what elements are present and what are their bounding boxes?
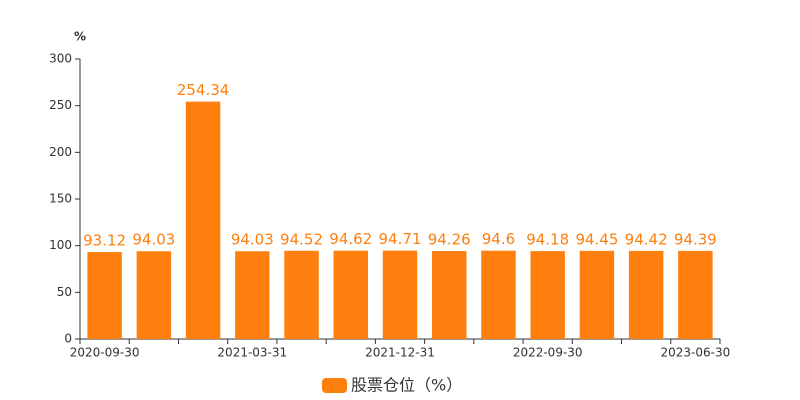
value-label: 94.03 [132,231,175,249]
bar [87,252,122,339]
value-label: 254.34 [177,81,230,99]
bar [432,251,467,339]
bar [333,250,368,339]
y-tick-label: 200 [49,145,72,159]
value-label: 94.45 [575,230,618,248]
bar [136,251,172,339]
x-tick-label: 2021-03-31 [217,346,287,360]
x-tick-label: 2020-09-30 [70,346,140,360]
value-label: 94.71 [379,230,422,248]
value-label: 93.12 [83,232,126,250]
value-label: 94.6 [482,230,515,248]
bar [579,250,615,339]
y-unit: % [74,30,86,44]
x-tick-label: 2021-12-31 [365,346,435,360]
value-label: 94.26 [428,231,471,249]
x-tick-label: 2022-09-30 [513,346,583,360]
bar [678,250,713,339]
legend-label: 股票仓位（%） [351,376,462,395]
y-tick-label: 50 [57,285,72,299]
value-label: 94.39 [674,230,717,248]
y-tick-label: 100 [49,238,72,252]
bar [235,251,270,339]
bar [382,250,418,339]
value-label: 94.18 [526,231,569,249]
bar [530,251,565,339]
value-label: 94.03 [231,231,274,249]
value-label: 94.62 [329,230,372,248]
x-tick-label: 2023-06-30 [661,346,731,360]
y-tick-label: 0 [64,332,72,346]
y-tick-label: 250 [49,98,72,112]
value-label: 94.52 [280,230,323,248]
legend-swatch [322,378,347,393]
y-tick-label: 150 [49,192,72,206]
bar [284,250,319,339]
value-label: 94.42 [625,230,668,248]
bar [481,250,516,339]
bar [628,250,664,339]
bar [185,101,221,339]
y-tick-label: 300 [49,52,72,66]
